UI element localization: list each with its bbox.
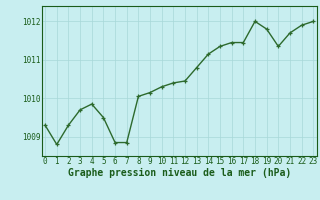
X-axis label: Graphe pression niveau de la mer (hPa): Graphe pression niveau de la mer (hPa) xyxy=(68,168,291,178)
